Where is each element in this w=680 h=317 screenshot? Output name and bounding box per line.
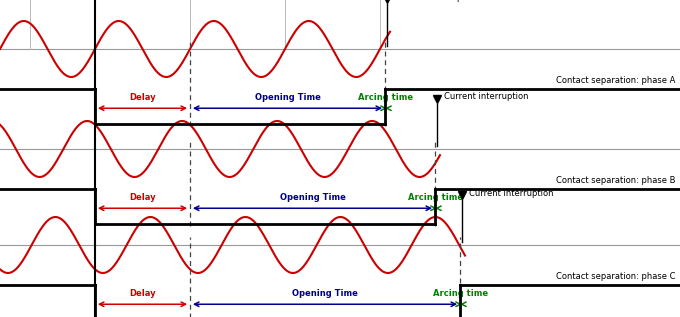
Text: Contact separation: phase B: Contact separation: phase B <box>556 176 675 185</box>
Text: Delay: Delay <box>129 289 156 298</box>
Text: Contact separation: phase A: Contact separation: phase A <box>556 76 675 85</box>
Text: Current interruption: Current interruption <box>469 189 554 197</box>
Text: Opening Time: Opening Time <box>254 93 320 102</box>
Text: Arcing time: Arcing time <box>433 289 488 298</box>
Text: Current interruption: Current interruption <box>444 93 528 101</box>
Text: Arcing time: Arcing time <box>409 193 464 202</box>
Text: Arcing time: Arcing time <box>358 93 413 102</box>
Text: Current interruption: Current interruption <box>394 0 479 2</box>
Text: Opening Time: Opening Time <box>292 289 358 298</box>
Text: Delay: Delay <box>129 193 156 202</box>
Text: Delay: Delay <box>129 93 156 102</box>
Text: Contact separation: phase C: Contact separation: phase C <box>556 272 675 281</box>
Text: Opening Time: Opening Time <box>279 193 345 202</box>
